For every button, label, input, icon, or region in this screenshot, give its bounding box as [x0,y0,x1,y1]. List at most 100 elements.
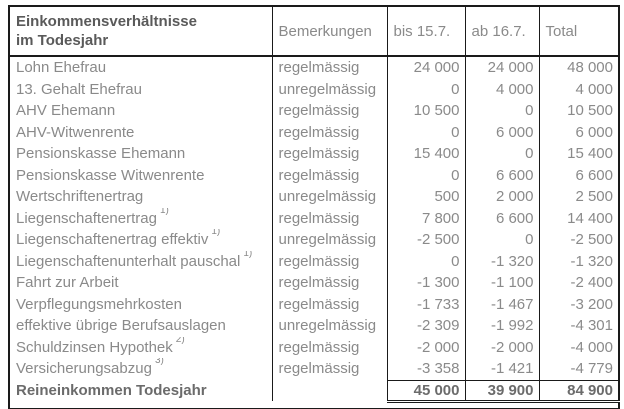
row-from-value: 0 [464,229,539,251]
row-until-value: -2 309 [386,315,465,337]
row-until-value: 10 500 [386,100,465,122]
column-header-until-15-7: bis 15.7. [386,6,465,57]
table-row: Pensionskasse Ehemann regelmässig 15 400… [9,143,619,165]
row-label-cell: Liegenschaftenertrag 1) [9,208,272,230]
row-label-cell: Verpflegungsmehrkosten [9,294,272,316]
table-row: Wertschriftenertrag unregelmässig 500 2 … [9,186,619,208]
row-remark: regelmässig [271,56,387,79]
row-from-value: -1 100 [464,272,539,294]
row-label-cell: Liegenschaftenertrag effektiv 1) [9,229,272,251]
row-label-cell: AHV-Witwenrente [9,122,272,144]
row-remark: regelmässig [271,143,387,165]
row-label-cell: Lohn Ehefrau [9,56,272,79]
row-remark: regelmässig [271,250,387,272]
row-label: Wertschriftenertrag [16,188,144,205]
table-row: Fahrt zur Arbeit regelmässig -1 300 -1 1… [9,272,619,294]
table-row: Liegenschaftenertrag effektiv 1) unregelm… [9,229,619,251]
table-row: AHV-Witwenrente regelmässig 0 6 000 6 00… [9,121,619,144]
row-remark: unregelmässig [271,315,387,337]
row-remark: regelmässig [271,336,387,358]
row-remark: regelmässig [271,100,387,122]
table-row: Schuldzinsen Hypothek 2) regelmässig -2 0… [9,336,619,358]
footnote-marker: 1) [159,207,169,216]
income-table: Einkommensverhältnisse im Todesjahr Beme… [8,5,620,409]
row-until-value: -3 358 [386,358,465,380]
totals-from-value: 39 900 [464,379,539,403]
row-total-value: 10 500 [538,100,619,122]
row-label: effektive übrige Berufsauslagen [16,317,226,334]
row-remark: unregelmässig [271,78,387,100]
row-from-value: 0 [464,100,539,122]
row-label: Schuldzinsen Hypothek [16,338,173,356]
row-until-value: 15 400 [386,143,465,165]
row-total-value: -2 500 [538,229,619,251]
row-total-value: 2 500 [538,186,619,208]
header-row: Einkommensverhältnisse im Todesjahr Beme… [9,6,619,57]
row-label-cell: 13. Gehalt Ehefrau [9,79,272,101]
column-header-income-line2: im Todesjahr [16,32,109,49]
row-total-value: 15 400 [538,143,619,165]
row-from-value: -1 320 [464,250,539,272]
row-label: AHV-Witwenrente [16,123,135,141]
row-from-value: 0 [464,143,539,165]
row-total-value: -1 320 [538,250,619,272]
table-row: effektive übrige Berufsauslagen unregelm… [9,315,619,337]
row-remark: regelmässig [271,293,387,315]
row-label: Fahrt zur Arbeit [16,274,119,291]
row-label-cell: Pensionskasse Ehemann [9,143,272,165]
row-remark: regelmässig [271,164,387,186]
row-remark: regelmässig [271,358,387,380]
row-from-value: -1 467 [464,293,539,315]
row-label-cell: Wertschriftenertrag [9,186,272,208]
row-from-value: -1 421 [464,358,539,380]
row-total-value: -4 000 [538,336,619,358]
footnote-marker: 3) [154,358,164,367]
footnote-marker: 1) [243,250,253,259]
footnote-marker: 1) [211,229,221,237]
column-header-remarks: Bemerkungen [271,6,387,57]
totals-total-value: 84 900 [538,379,619,403]
table-row: Liegenschaftenertrag 1) regelmässig 7 800… [9,207,619,230]
row-label: Pensionskasse Ehemann [16,145,186,162]
row-remark: unregelmässig [271,229,387,251]
table-row: Liegenschaftenunterhalt pauschal 1) regel… [9,250,619,272]
row-until-value: 7 800 [386,207,465,229]
row-label: Verpflegungsmehrkosten [16,295,182,313]
row-label-cell: Fahrt zur Arbeit [9,272,272,294]
row-remark: unregelmässig [271,186,387,208]
table-row: 13. Gehalt Ehefrau unregelmässig 0 4 000… [9,78,619,101]
totals-row: Reineinkommen Todesjahr 45 000 39 900 84… [9,379,619,403]
row-remark: regelmässig [271,207,387,229]
table-row: Verpflegungsmehrkosten regelmässig -1 73… [9,293,619,316]
row-label: Versicherungsabzug [16,360,152,378]
row-label: Liegenschaftenertrag [16,209,157,227]
table-row: Pensionskasse Witwenrente regelmässig 0 … [9,164,619,186]
row-label: Lohn Ehefrau [16,59,107,76]
column-header-income: Einkommensverhältnisse im Todesjahr [9,6,272,57]
row-remark: regelmässig [271,121,387,143]
row-total-value: -4 779 [538,358,619,380]
column-header-income-line1: Einkommensverhältnisse [16,13,197,30]
row-from-value: -1 992 [464,315,539,337]
row-total-value: -3 200 [538,293,619,315]
column-header-from-16-7: ab 16.7. [464,6,539,57]
row-label: Liegenschaftenunterhalt pauschal [16,252,241,270]
row-total-value: -4 301 [538,315,619,337]
row-until-value: -1 733 [386,293,465,315]
row-until-value: -2 500 [386,229,465,251]
row-remark: regelmässig [271,272,387,294]
column-header-total: Total [538,6,619,57]
row-until-value: 0 [386,78,465,100]
row-total-value: -2 400 [538,272,619,294]
row-until-value: 0 [386,164,465,186]
row-total-value: 6 600 [538,164,619,186]
row-from-value: 24 000 [464,56,539,79]
row-from-value: 6 600 [464,207,539,229]
table-row: Versicherungsabzug 3) regelmässig -3 358 … [9,358,619,380]
totals-until-value: 45 000 [386,379,465,403]
row-label: 13. Gehalt Ehefrau [16,80,142,98]
row-from-value: 6 000 [464,121,539,143]
row-label: Liegenschaftenertrag effektiv [16,231,209,248]
row-from-value: 6 600 [464,164,539,186]
